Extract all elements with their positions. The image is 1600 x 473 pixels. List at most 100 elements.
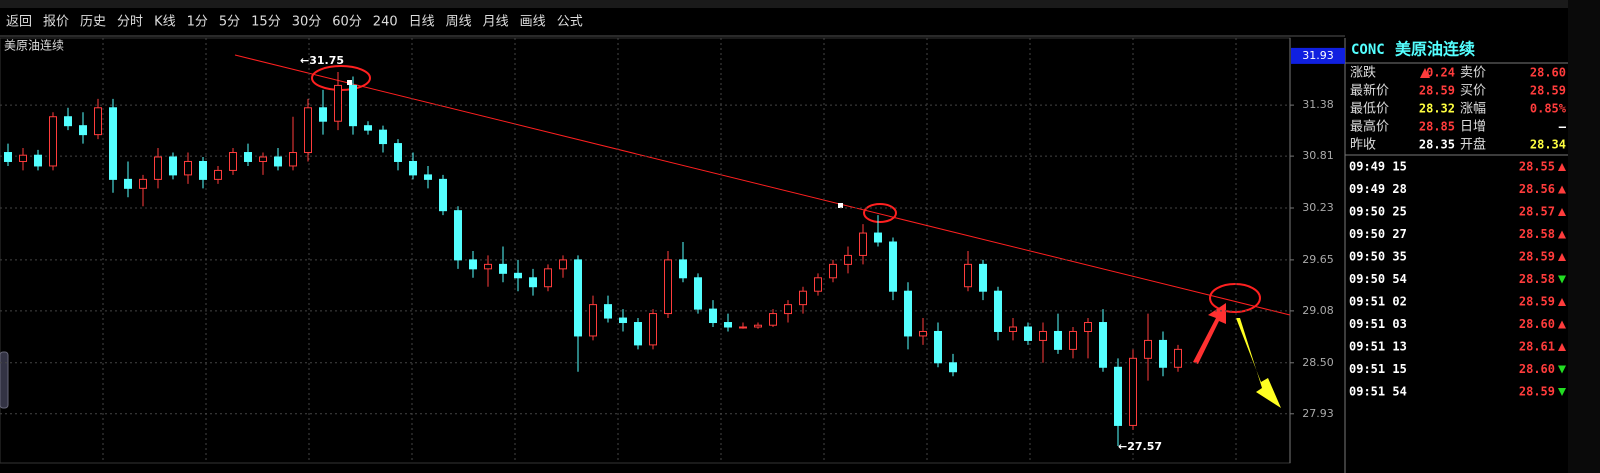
candle-body [664,259,672,315]
quote-value: 28.35 [1419,138,1455,152]
candle-body [769,313,777,326]
candle-body [424,174,432,180]
quote-name: 美原油连续 [1395,40,1475,59]
candle-body [784,304,792,315]
candle-body [289,152,297,167]
toolbar-button[interactable]: 1分 [187,15,208,30]
candle-body [559,259,567,270]
candle-body [694,277,702,310]
toolbar-button[interactable]: 15分 [251,15,281,30]
tick-price: 28.58 [1519,227,1555,241]
quote-label: 卖价 [1460,66,1486,81]
candle-body [889,241,897,292]
candle-body [1144,339,1152,359]
toolbar-button[interactable]: 公式 [557,15,583,30]
candle-body [169,156,177,176]
candle-body [334,84,342,122]
trend-line [234,54,1291,316]
candle-body [844,254,852,265]
trend-handle [838,203,843,208]
tick-time: 09:49 28 [1349,182,1407,196]
candle-body [1009,326,1017,332]
candle-body [919,330,927,337]
toolbar-button[interactable]: 历史 [80,15,106,30]
quote-label: 买价 [1460,84,1486,99]
candle-body [859,232,867,256]
toolbar-button[interactable]: 画线 [520,15,546,30]
candle-body [649,313,657,346]
candle-body [124,178,132,189]
toolbar-button[interactable]: 60分 [332,15,362,30]
up-arrow [1558,253,1566,261]
toolbar-button[interactable]: 月线 [483,15,509,30]
tick-price: 28.59 [1519,385,1555,399]
candle-body [589,304,597,337]
candle-body [964,263,972,288]
quote-value: — [1559,120,1567,134]
toolbar-button[interactable]: 周线 [446,15,472,30]
candle-body [19,154,27,162]
toolbar-button[interactable]: 分时 [117,15,143,30]
candle-body [154,156,162,180]
candle-body [529,277,537,288]
quote-value: 28.59 [1419,84,1455,98]
side-handle[interactable] [0,351,9,409]
toolbar-button[interactable]: 5分 [219,15,240,30]
down-arrow [1558,275,1566,284]
quote-label: 日增 [1460,120,1486,135]
candle-body [349,84,357,127]
candle-body [679,259,687,279]
y-tick-label: 31.38 [1302,98,1334,111]
candle-body [799,290,807,306]
candle-body [244,152,252,162]
candle-body [259,156,267,162]
toolbar-button[interactable]: 返回 [6,15,32,30]
candle-body [49,116,57,167]
down-arrow [1558,388,1566,396]
y-tick-label: 28.50 [1302,356,1334,369]
quote-value: 0.24 [1426,66,1455,80]
candle-body [994,290,1002,332]
max-label: ←31.75 [300,54,344,67]
candle-body [619,317,627,324]
y-tick-label: 30.23 [1302,201,1334,214]
trend-handle [347,80,352,85]
toolbar-button[interactable]: K线 [154,15,176,30]
candle-body [739,326,747,329]
candle-body [1054,330,1062,350]
candle-body [229,152,237,171]
up-arrow [1420,68,1430,78]
tick-time: 09:51 13 [1349,340,1407,354]
candle-body [1084,322,1092,332]
quote-value: 28.60 [1530,66,1566,80]
up-arrow [1558,298,1566,306]
candle-body [709,308,717,324]
candle-body [1069,330,1077,350]
candle-body [184,160,192,176]
candle-body [274,156,282,167]
quote-label: 最低价 [1350,102,1389,117]
candle-body [874,232,882,243]
up-arrow [1558,208,1566,216]
min-label: ←27.57 [1118,440,1162,453]
top-strip [0,0,1600,8]
candle-body [214,169,222,180]
quote-label: 最高价 [1350,119,1389,135]
toolbar-button[interactable]: 日线 [409,15,435,30]
candle-body [1174,348,1182,368]
toolbar-button[interactable]: 240 [373,15,398,30]
candle-body [409,160,417,176]
quote-label: 涨幅 [1460,102,1486,117]
up-arrow [1558,163,1566,171]
red-arrow [1193,303,1226,364]
candle-body [319,107,327,122]
quote-label: 昨收 [1350,138,1376,153]
candle-body [829,263,837,279]
toolbar-button[interactable]: 30分 [292,15,322,30]
quote-value: 0.85% [1530,102,1567,116]
candle-body [1129,357,1137,426]
toolbar-button[interactable]: 报价 [43,15,69,30]
quote-value: 28.34 [1530,138,1566,152]
